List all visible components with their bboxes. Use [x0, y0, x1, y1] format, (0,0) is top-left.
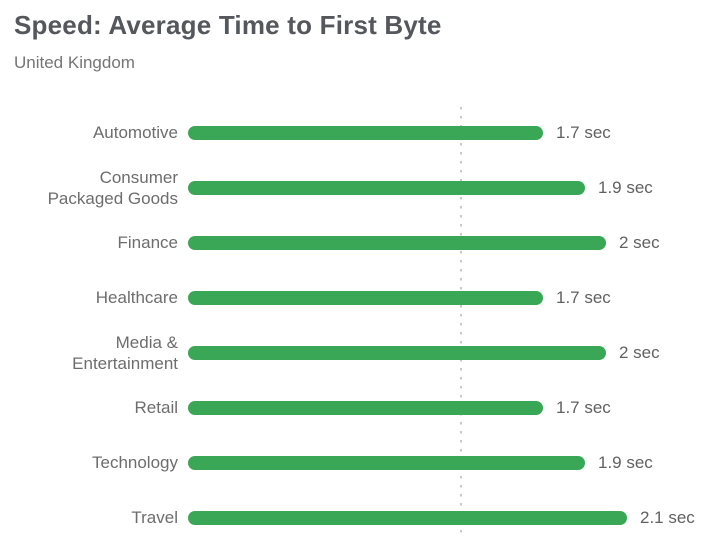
value-label: 2 sec	[619, 342, 660, 362]
bar	[188, 455, 585, 470]
category-label: Finance	[117, 233, 178, 252]
chart-title: Speed: Average Time to First Byte	[14, 10, 442, 40]
bar-track: 1.7 sec	[188, 288, 698, 308]
benchmark-reference-line	[459, 107, 463, 538]
bar-track: 1.7 sec	[188, 398, 698, 418]
plot-area: Automotive 1.7 sec Consumer Packaged Goods…	[14, 105, 698, 538]
bar	[188, 235, 606, 250]
category-label: Consumer Packaged Goods	[47, 167, 178, 208]
chart-row: Media & Entertainment 2 sec	[14, 325, 698, 380]
bar-track: 2 sec	[188, 233, 698, 253]
bar	[188, 180, 585, 195]
bar-track: 2.1 sec	[188, 508, 698, 528]
chart-row: Finance 2 sec	[14, 215, 698, 270]
chart-row: Automotive 1.7 sec	[14, 105, 698, 160]
category-label: Media & Entertainment	[72, 332, 178, 373]
value-label: 1.7 sec	[556, 122, 611, 142]
bar-track: 1.9 sec	[188, 453, 698, 473]
value-label: 2.1 sec	[640, 507, 695, 527]
chart-row: Healthcare 1.7 sec	[14, 270, 698, 325]
bar-track: 2 sec	[188, 343, 698, 363]
chart-row: Technology 1.9 sec	[14, 435, 698, 490]
value-label: 1.7 sec	[556, 287, 611, 307]
category-label: Travel	[131, 508, 178, 527]
category-label: Automotive	[92, 123, 178, 142]
bar	[188, 400, 543, 415]
value-label: 1.9 sec	[598, 452, 653, 472]
chart-row: Travel 2.1 sec	[14, 490, 698, 538]
bar	[188, 345, 606, 360]
bar-track: 1.9 sec	[188, 178, 698, 198]
chart-row: Retail 1.7 sec	[14, 380, 698, 435]
bar	[188, 290, 543, 305]
category-label: Healthcare	[95, 288, 178, 307]
value-label: 1.7 sec	[556, 397, 611, 417]
chart-subtitle: United Kingdom	[14, 53, 135, 72]
bar-rows: Automotive 1.7 sec Consumer Packaged Goods…	[14, 105, 698, 538]
chart-row: Consumer Packaged Goods 1.9 sec	[14, 160, 698, 215]
category-label: Technology	[91, 453, 178, 472]
value-label: 1.9 sec	[598, 177, 653, 197]
bar-track: 1.7 sec	[188, 123, 698, 143]
bar	[188, 510, 627, 525]
value-label: 2 sec	[619, 232, 660, 252]
category-label: Retail	[134, 398, 178, 417]
bar	[188, 125, 543, 140]
